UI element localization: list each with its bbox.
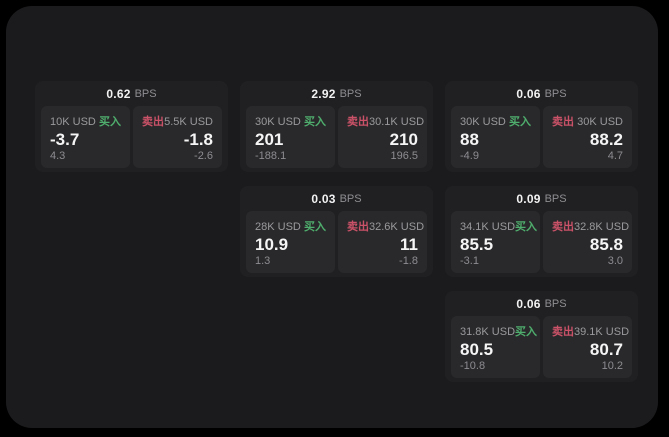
sell-side-label: 卖出 [552,116,574,128]
sell-size: 39.1K USD [574,326,630,338]
spread-unit: BPS [339,192,362,205]
buy-price: 85.5 [460,235,494,254]
spread-value: 0.06 [516,296,541,311]
sell-panel[interactable]: 卖出 30.1K USD 210 196.5 [338,106,427,168]
buy-delta: -4.9 [460,150,479,162]
sell-size: 30.1K USD [369,116,425,128]
quote-panels: 28K USD 买入 10.9 1.3 卖出 32.6K USD 11 -1.8 [246,211,427,273]
quote-cards-grid: 0.62 BPS 10K USD 买入 -3.7 4.3 卖出 [35,81,638,382]
sell-panel[interactable]: 卖出 39.1K USD 80.7 10.2 [543,316,632,378]
sell-side-label: 卖出 [552,326,574,338]
buy-panel[interactable]: 28K USD 买入 10.9 1.3 [246,211,335,273]
quote-panels: 10K USD 买入 -3.7 4.3 卖出 5.5K USD -1.8 -2.… [41,106,222,168]
app-panel: 0.62 BPS 10K USD 买入 -3.7 4.3 卖出 [6,6,658,428]
sell-side-label: 卖出 [347,116,369,128]
buy-panel[interactable]: 31.8K USD 买入 80.5 -10.8 [451,316,540,378]
buy-delta: -3.1 [460,255,479,267]
spread-unit: BPS [339,87,362,100]
sell-delta: 196.5 [390,150,418,162]
sell-panel[interactable]: 卖出 32.6K USD 11 -1.8 [338,211,427,273]
quote-panels: 31.8K USD 买入 80.5 -10.8 卖出 39.1K USD 80.… [451,316,632,378]
spread-unit: BPS [544,192,567,205]
sell-panel[interactable]: 卖出 32.8K USD 85.8 3.0 [543,211,632,273]
buy-delta: 1.3 [255,255,271,267]
sell-price: 11 [400,235,418,254]
quote-card: 0.09 BPS 34.1K USD 买入 85.5 -3.1 卖出 [445,186,638,277]
quote-card: 2.92 BPS 30K USD 买入 201 -188.1 卖出 [240,81,433,172]
sell-panel[interactable]: 卖出 5.5K USD -1.8 -2.6 [133,106,222,168]
buy-side-label: 买入 [515,326,538,338]
spread-value: 0.09 [516,191,541,206]
buy-price: 10.9 [255,235,289,254]
buy-size: 10K USD [50,116,96,128]
sell-panel[interactable]: 卖出 30K USD 88.2 4.7 [543,106,632,168]
sell-delta: -2.6 [194,150,213,162]
buy-side-label: 买入 [99,116,121,128]
sell-price: -1.8 [183,130,213,149]
sell-side-label: 卖出 [142,116,164,128]
card-header: 0.09 BPS [451,186,632,211]
sell-price: 85.8 [589,235,623,254]
quote-card: 0.03 BPS 28K USD 买入 10.9 1.3 卖出 [240,186,433,277]
sell-delta: 3.0 [607,255,623,267]
buy-side-label: 买入 [304,221,326,233]
spread-unit: BPS [134,87,157,100]
buy-size: 31.8K USD [460,326,516,338]
buy-delta: -188.1 [255,150,287,162]
buy-side-label: 买入 [509,116,531,128]
card-header: 2.92 BPS [246,81,427,106]
sell-price: 88.2 [589,130,623,149]
card-header: 0.06 BPS [451,291,632,316]
sell-delta: 4.7 [607,150,623,162]
quote-card: 0.06 BPS 30K USD 买入 88 -4.9 卖出 [445,81,638,172]
card-header: 0.06 BPS [451,81,632,106]
spread-unit: BPS [544,87,567,100]
card-header: 0.62 BPS [41,81,222,106]
quote-panels: 34.1K USD 买入 85.5 -3.1 卖出 32.8K USD 85.8… [451,211,632,273]
sell-delta: -1.8 [399,255,418,267]
quote-panels: 30K USD 买入 201 -188.1 卖出 30.1K USD 210 1… [246,106,427,168]
quote-card: 0.62 BPS 10K USD 买入 -3.7 4.3 卖出 [35,81,228,172]
sell-size: 32.6K USD [369,221,425,233]
spread-value: 0.62 [106,86,131,101]
sell-price: 80.7 [589,340,623,359]
buy-size: 28K USD [255,221,301,233]
spread-value: 0.06 [516,86,541,101]
spread-unit: BPS [544,297,567,310]
buy-delta: -10.8 [460,360,486,372]
sell-price: 210 [389,130,418,149]
buy-price: 88 [460,130,479,149]
sell-size: 5.5K USD [164,116,213,128]
buy-size: 30K USD [460,116,506,128]
sell-size: 30K USD [577,116,623,128]
spread-value: 2.92 [311,86,336,101]
buy-side-label: 买入 [515,221,538,233]
buy-side-label: 买入 [304,116,326,128]
buy-price: 201 [255,130,284,149]
quote-panels: 30K USD 买入 88 -4.9 卖出 30K USD 88.2 4.7 [451,106,632,168]
sell-side-label: 卖出 [552,221,574,233]
buy-size: 34.1K USD [460,221,516,233]
spread-value: 0.03 [311,191,336,206]
buy-panel[interactable]: 10K USD 买入 -3.7 4.3 [41,106,130,168]
buy-panel[interactable]: 34.1K USD 买入 85.5 -3.1 [451,211,540,273]
buy-delta: 4.3 [50,150,66,162]
buy-price: -3.7 [50,130,80,149]
sell-size: 32.8K USD [574,221,630,233]
buy-panel[interactable]: 30K USD 买入 88 -4.9 [451,106,540,168]
quote-card: 0.06 BPS 31.8K USD 买入 80.5 -10.8 卖 [445,291,638,382]
card-header: 0.03 BPS [246,186,427,211]
buy-size: 30K USD [255,116,301,128]
sell-side-label: 卖出 [347,221,369,233]
buy-price: 80.5 [460,340,494,359]
buy-panel[interactable]: 30K USD 买入 201 -188.1 [246,106,335,168]
sell-delta: 10.2 [601,360,623,372]
